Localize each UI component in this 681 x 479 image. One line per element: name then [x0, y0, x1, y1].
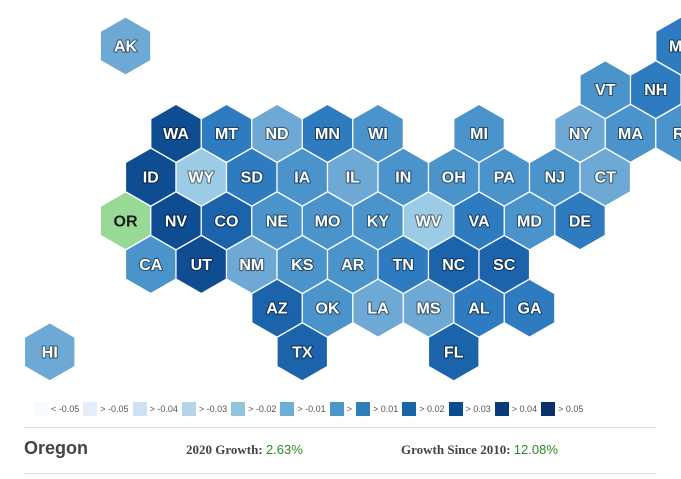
legend-item: > -0.03: [181, 402, 228, 416]
state-info-panel: Oregon 2020 Growth: 2.63% Growth Since 2…: [24, 427, 656, 474]
hex-map: AKMEVTNHWAMTNDMNWIMINYMARIIDWYSDIAILINOH…: [23, 16, 681, 382]
state-hex-shape[interactable]: [99, 16, 152, 76]
legend-label: > 0.03: [465, 404, 491, 414]
color-legend: < -0.05 > -0.05 > -0.04 > -0.03 > -0.02 > -0.…: [34, 402, 587, 416]
growth-2020-stat: 2020 Growth: 2.63%: [186, 442, 303, 458]
legend-item: > -0.05: [83, 402, 129, 416]
growth-2020-value: 2.63%: [265, 442, 303, 457]
legend-swatch: [83, 402, 98, 416]
legend-item: > 0.05: [541, 402, 583, 416]
state-hex-shape[interactable]: [503, 278, 556, 338]
state-hex-hi[interactable]: HI: [23, 322, 76, 382]
legend-item: > 0.02: [402, 402, 445, 416]
legend-swatch: [494, 402, 509, 416]
legend-swatch: [355, 402, 370, 416]
state-hex-shape[interactable]: [23, 322, 76, 382]
legend-swatch: [280, 402, 295, 416]
legend-label: > -0.02: [248, 404, 277, 414]
legend-item: > 0.03: [448, 402, 491, 416]
legend-label: > -0.04: [149, 404, 178, 414]
state-hex-shape[interactable]: [427, 322, 480, 382]
legend-item: > -0.04: [132, 402, 178, 416]
legend-swatch: [34, 402, 48, 416]
growth-since-2010-value: 12.08%: [513, 442, 558, 457]
state-hex-shape[interactable]: [554, 191, 606, 251]
legend-swatch: [448, 402, 463, 416]
legend-item: > -0.01: [280, 402, 326, 416]
growth-2020-label: 2020 Growth:: [186, 442, 263, 457]
growth-since-2010-stat: Growth Since 2010: 12.08%: [401, 442, 558, 458]
legend-label: < -0.05: [51, 404, 80, 414]
legend-swatch: [132, 402, 147, 416]
legend-label: > 0.02: [419, 404, 445, 414]
legend-label: > -0.01: [297, 404, 326, 414]
legend-label: > 0.05: [558, 404, 584, 414]
state-hex-shape[interactable]: [655, 103, 681, 164]
legend-swatch: [231, 402, 246, 416]
legend-swatch: [541, 402, 556, 416]
legend-item: < -0.05: [34, 402, 79, 416]
state-hex-shape[interactable]: [276, 322, 329, 382]
legend-label: > 0.04: [511, 404, 538, 414]
legend-label: > 0.01: [372, 404, 399, 414]
state-hex-ak[interactable]: AK: [99, 16, 152, 76]
legend-swatch: [329, 402, 344, 416]
legend-swatch: [181, 402, 196, 416]
legend-label: > -0.05: [100, 404, 129, 414]
legend-label: > -0.03: [198, 404, 228, 414]
selected-state-name: Oregon: [24, 438, 89, 458]
legend-swatch: [402, 402, 417, 416]
state-hex-shape[interactable]: [655, 16, 681, 76]
legend-item: >: [329, 402, 352, 416]
legend-item: > -0.02: [231, 402, 276, 416]
legend-item: > 0.01: [355, 402, 399, 416]
legend-label: >: [346, 404, 352, 414]
legend-item: > 0.04: [494, 402, 538, 416]
growth-since-2010-label: Growth Since 2010:: [401, 442, 511, 457]
